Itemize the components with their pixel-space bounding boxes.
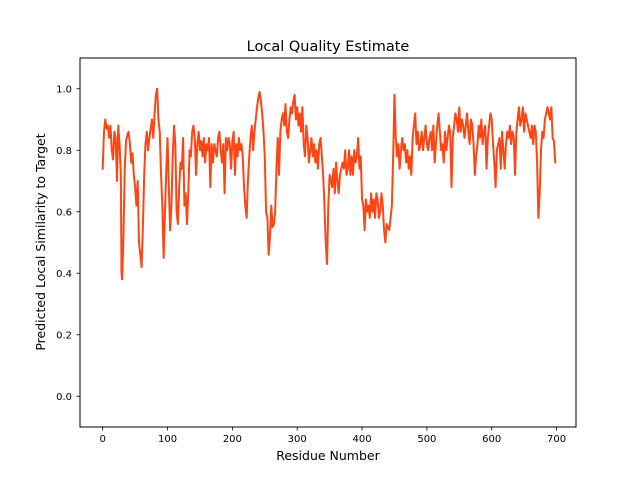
y-tick-label: 0.2 xyxy=(56,330,72,341)
x-tick-label: 200 xyxy=(223,434,242,445)
chart-title: Local Quality Estimate xyxy=(247,39,410,55)
y-tick-label: 0.6 xyxy=(56,207,72,218)
x-tick-label: 0 xyxy=(100,434,106,445)
x-tick-label: 600 xyxy=(482,434,501,445)
x-axis-label: Residue Number xyxy=(276,448,380,463)
series-line-0 xyxy=(101,87,557,281)
y-tick-label: 0.4 xyxy=(56,269,72,280)
x-tick-label: 400 xyxy=(352,434,371,445)
plot-area-frame xyxy=(79,57,577,428)
x-tick-label: 500 xyxy=(417,434,436,445)
y-axis-label: Predicted Local Similarity to Target xyxy=(33,133,48,350)
x-tick-label: 100 xyxy=(158,434,177,445)
x-tick-label: 700 xyxy=(547,434,566,445)
y-tick-label: 0.0 xyxy=(56,392,72,403)
y-tick-label: 1.0 xyxy=(56,84,72,95)
y-axis-ticks: 0.0 0.2 0.4 0.6 0.8 1.0 xyxy=(56,84,80,403)
x-axis-ticks: 0 100 200 300 400 500 600 700 xyxy=(100,427,566,445)
x-tick-label: 300 xyxy=(288,434,307,445)
series-layer xyxy=(101,87,557,281)
y-tick-label: 0.8 xyxy=(56,146,72,157)
